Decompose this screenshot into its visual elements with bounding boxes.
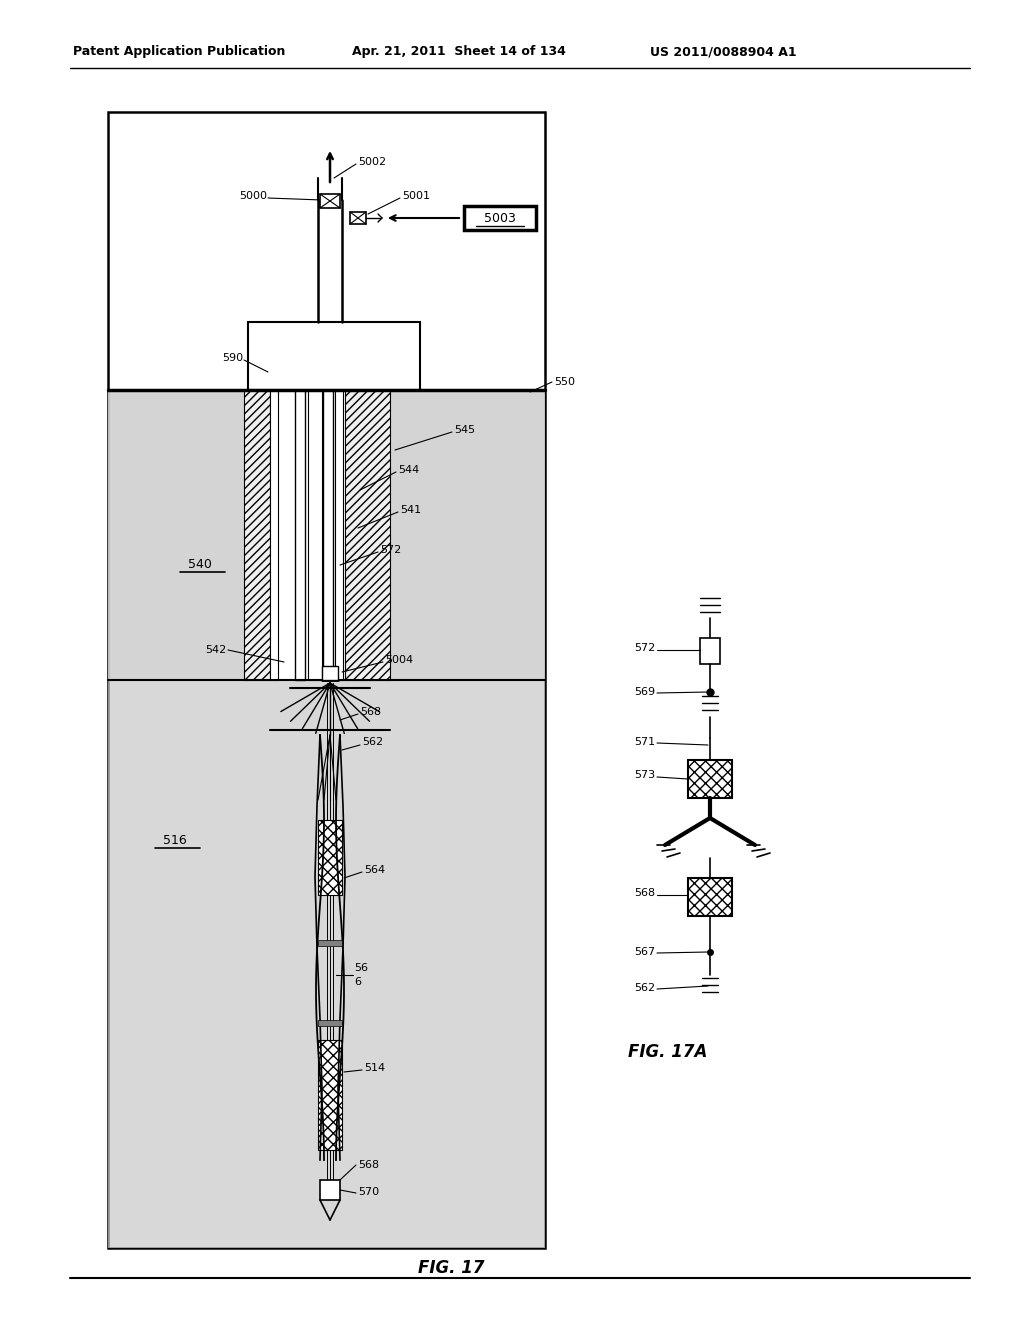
Bar <box>390 389 545 680</box>
Text: 568: 568 <box>360 708 381 717</box>
Bar <box>318 940 342 946</box>
Text: 567: 567 <box>634 946 655 957</box>
Bar <box>295 389 305 680</box>
Bar <box>318 1020 342 1026</box>
Text: 568: 568 <box>634 888 655 898</box>
Bar <box>688 760 732 799</box>
Text: 516: 516 <box>163 833 186 846</box>
Text: 5003: 5003 <box>484 211 516 224</box>
Text: 569: 569 <box>634 686 655 697</box>
Bar <box>350 213 366 224</box>
Text: 568: 568 <box>358 1160 379 1170</box>
Bar <box>308 389 322 680</box>
Bar <box>464 206 536 230</box>
Text: 571: 571 <box>634 737 655 747</box>
Bar <box>688 878 732 916</box>
Text: 590: 590 <box>222 352 243 363</box>
Text: 5001: 5001 <box>402 191 430 201</box>
Bar <box>318 1040 342 1150</box>
Bar <box>319 1180 340 1200</box>
Bar <box>108 389 263 680</box>
Text: 540: 540 <box>188 558 212 572</box>
Text: 542: 542 <box>205 645 226 655</box>
Text: 56: 56 <box>354 964 368 973</box>
Text: 541: 541 <box>400 506 421 515</box>
Bar <box>700 638 720 664</box>
Text: 572: 572 <box>380 545 401 554</box>
Bar <box>322 667 338 680</box>
Text: 5000: 5000 <box>239 191 267 201</box>
Bar <box>335 389 343 680</box>
Bar <box>319 194 340 209</box>
Text: 570: 570 <box>358 1187 379 1197</box>
Bar <box>270 389 278 680</box>
Text: 573: 573 <box>634 770 655 780</box>
Text: 5004: 5004 <box>385 655 413 665</box>
Bar <box>345 389 390 680</box>
Text: 514: 514 <box>364 1063 385 1073</box>
Text: FIG. 17: FIG. 17 <box>418 1259 484 1276</box>
Text: 550: 550 <box>554 378 575 387</box>
Text: 6: 6 <box>354 977 361 987</box>
Text: US 2011/0088904 A1: US 2011/0088904 A1 <box>650 45 797 58</box>
Bar <box>108 680 545 1247</box>
Text: 545: 545 <box>454 425 475 436</box>
Bar <box>323 389 333 680</box>
Text: 562: 562 <box>362 737 383 747</box>
Text: FIG. 17A: FIG. 17A <box>628 1043 708 1061</box>
Text: 564: 564 <box>364 865 385 875</box>
Text: 572: 572 <box>634 643 655 653</box>
Bar <box>248 322 420 389</box>
Text: 544: 544 <box>398 465 419 475</box>
Bar <box>108 112 545 1247</box>
Text: Apr. 21, 2011  Sheet 14 of 134: Apr. 21, 2011 Sheet 14 of 134 <box>352 45 566 58</box>
Text: 562: 562 <box>634 983 655 993</box>
Bar <box>318 820 342 895</box>
Bar <box>244 389 270 680</box>
Text: Patent Application Publication: Patent Application Publication <box>73 45 286 58</box>
Text: 5002: 5002 <box>358 157 386 168</box>
